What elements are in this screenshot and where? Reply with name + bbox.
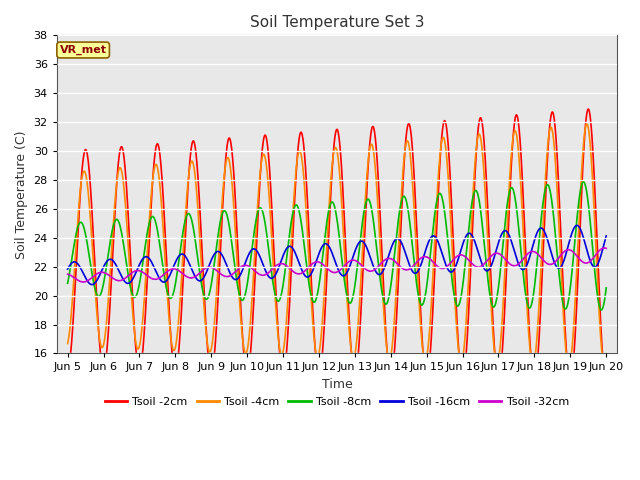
Tsoil -16cm bbox=[157, 278, 165, 284]
Tsoil -16cm bbox=[88, 282, 96, 288]
Tsoil -2cm bbox=[602, 380, 610, 385]
Line: Tsoil -2cm: Tsoil -2cm bbox=[68, 109, 606, 383]
Title: Soil Temperature Set 3: Soil Temperature Set 3 bbox=[250, 15, 424, 30]
Tsoil -8cm bbox=[125, 277, 133, 283]
Tsoil -8cm bbox=[534, 254, 541, 260]
Tsoil -2cm bbox=[294, 152, 301, 157]
Tsoil -16cm bbox=[534, 228, 541, 234]
Tsoil -8cm bbox=[580, 179, 588, 185]
Tsoil -4cm bbox=[64, 341, 72, 347]
X-axis label: Time: Time bbox=[321, 378, 352, 391]
Tsoil -8cm bbox=[157, 251, 165, 256]
Tsoil -16cm bbox=[64, 266, 72, 272]
Text: VR_met: VR_met bbox=[60, 45, 107, 55]
Tsoil -8cm bbox=[598, 307, 605, 313]
Tsoil -2cm bbox=[584, 106, 592, 112]
Tsoil -8cm bbox=[294, 203, 301, 209]
Tsoil -2cm bbox=[270, 252, 278, 258]
Tsoil -32cm bbox=[271, 264, 278, 270]
Legend: Tsoil -2cm, Tsoil -4cm, Tsoil -8cm, Tsoil -16cm, Tsoil -32cm: Tsoil -2cm, Tsoil -4cm, Tsoil -8cm, Tsoi… bbox=[100, 393, 573, 411]
Line: Tsoil -32cm: Tsoil -32cm bbox=[68, 248, 606, 282]
Tsoil -32cm bbox=[294, 271, 301, 276]
Tsoil -4cm bbox=[583, 121, 591, 127]
Tsoil -8cm bbox=[602, 285, 610, 291]
Tsoil -32cm bbox=[592, 252, 600, 258]
Tsoil -16cm bbox=[573, 223, 580, 228]
Tsoil -8cm bbox=[592, 279, 600, 285]
Tsoil -32cm bbox=[79, 279, 87, 285]
Tsoil -4cm bbox=[602, 361, 610, 367]
Line: Tsoil -8cm: Tsoil -8cm bbox=[68, 182, 606, 310]
Tsoil -4cm bbox=[125, 255, 133, 261]
Tsoil -8cm bbox=[64, 280, 72, 286]
Tsoil -4cm bbox=[294, 155, 301, 161]
Tsoil -32cm bbox=[64, 271, 72, 277]
Tsoil -32cm bbox=[534, 251, 541, 257]
Tsoil -16cm bbox=[125, 280, 133, 286]
Y-axis label: Soil Temperature (C): Soil Temperature (C) bbox=[15, 130, 28, 259]
Tsoil -8cm bbox=[270, 287, 278, 293]
Line: Tsoil -4cm: Tsoil -4cm bbox=[68, 124, 606, 368]
Tsoil -2cm bbox=[64, 365, 72, 371]
Tsoil -16cm bbox=[592, 264, 600, 269]
Tsoil -32cm bbox=[157, 274, 165, 280]
Tsoil -32cm bbox=[600, 245, 608, 251]
Tsoil -16cm bbox=[602, 233, 610, 239]
Tsoil -4cm bbox=[157, 195, 165, 201]
Tsoil -4cm bbox=[592, 242, 600, 248]
Tsoil -2cm bbox=[592, 208, 600, 214]
Tsoil -32cm bbox=[602, 245, 610, 251]
Tsoil -16cm bbox=[294, 256, 301, 262]
Tsoil -16cm bbox=[271, 274, 278, 279]
Line: Tsoil -16cm: Tsoil -16cm bbox=[68, 226, 606, 285]
Tsoil -2cm bbox=[157, 163, 165, 168]
Tsoil -4cm bbox=[534, 325, 541, 331]
Tsoil -2cm bbox=[125, 228, 133, 233]
Tsoil -32cm bbox=[125, 272, 133, 278]
Tsoil -2cm bbox=[534, 357, 541, 363]
Tsoil -4cm bbox=[270, 277, 278, 283]
Tsoil -4cm bbox=[601, 365, 609, 371]
